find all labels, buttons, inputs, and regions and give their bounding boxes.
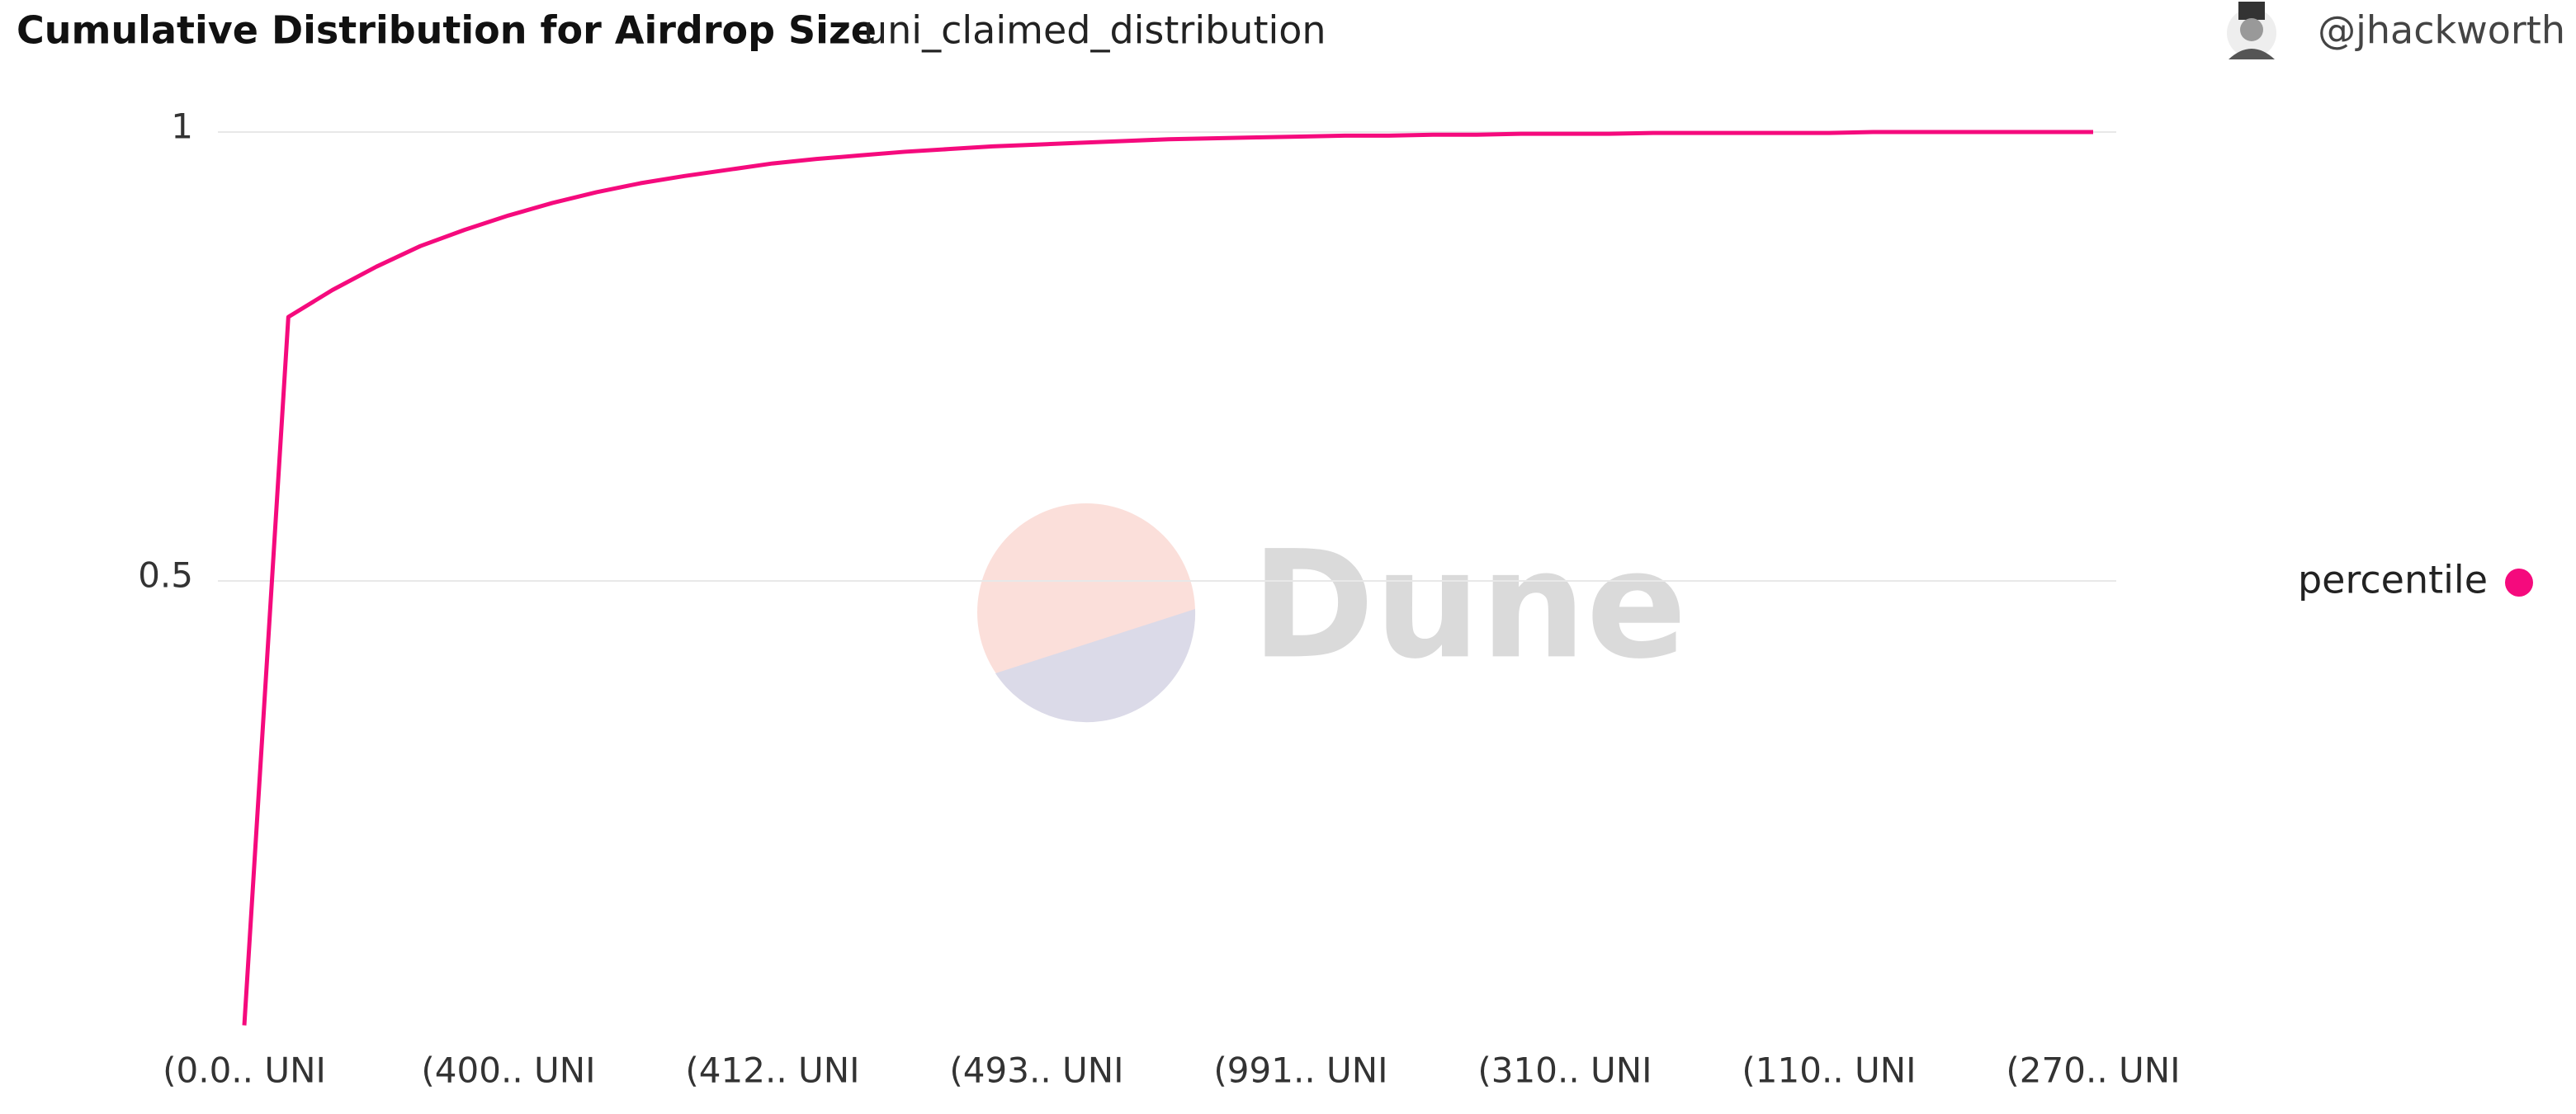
y-tick-label: 0.5 (138, 555, 193, 596)
legend-marker (2505, 569, 2533, 597)
x-tick-label: (0.0.. UNI (163, 1050, 326, 1091)
x-tick-label: (270.. UNI (2006, 1050, 2180, 1091)
x-tick-label: (400.. UNI (421, 1050, 595, 1091)
line (242, 130, 2093, 1026)
y-tick-label: 1 (171, 106, 193, 147)
watermark-text: Dune (1251, 519, 1687, 692)
x-tick-label: (412.. UNI (685, 1050, 859, 1091)
x-tick-label: (310.. UNI (1477, 1050, 1652, 1091)
chart-title: Cumulative Distribution for Airdrop Size (17, 8, 877, 53)
x-tick-label: (991.. UNI (1213, 1050, 1387, 1091)
x-tick-label: (493.. UNI (949, 1050, 1123, 1091)
chart-subtitle: uni_claimed_distribution (863, 8, 1326, 53)
watermark: Dune (977, 503, 1687, 723)
author: @jhackworth (2318, 8, 2565, 53)
legend-label: percentile (2298, 558, 2488, 602)
x-tick-label: (110.. UNI (1742, 1050, 1916, 1091)
avatar (2227, 2, 2276, 59)
